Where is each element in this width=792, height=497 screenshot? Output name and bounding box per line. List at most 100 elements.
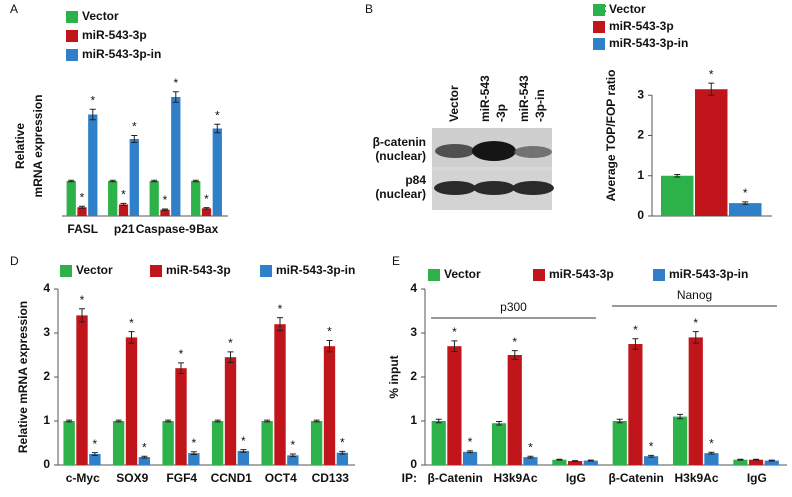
error-bar — [151, 179, 158, 183]
error-bar — [435, 418, 442, 424]
x-tick-label: c-Myc — [66, 471, 100, 485]
error-bar — [141, 455, 148, 459]
bar — [695, 89, 728, 216]
legend-label: miR-543-3p-in — [669, 267, 748, 281]
error-bar — [79, 308, 85, 323]
bar — [748, 459, 764, 465]
x-tick-label: β-Catenin — [609, 471, 664, 485]
bar — [431, 421, 446, 465]
lane-label: Vector — [447, 85, 461, 122]
legend-swatch — [593, 4, 605, 16]
bar — [523, 457, 538, 465]
error-bar — [708, 451, 715, 455]
error-bar — [115, 419, 122, 423]
bar — [108, 181, 118, 216]
lane-label: -3p-in — [533, 89, 547, 122]
y-tick-label: 0 — [43, 457, 50, 471]
bar — [162, 421, 174, 465]
significance-mark: * — [709, 436, 714, 450]
bar — [612, 421, 627, 465]
x-tick-label: FGF4 — [166, 471, 197, 485]
legend-label: miR-543-3p — [166, 263, 231, 277]
significance-mark: * — [192, 436, 197, 450]
error-bar — [496, 420, 503, 426]
error-bar — [120, 202, 127, 206]
significance-mark: * — [649, 439, 654, 453]
legend-label: miR-543-3p-in — [609, 36, 688, 50]
bar — [729, 203, 762, 216]
significance-mark: * — [241, 434, 246, 448]
lane-label: miR-543 — [478, 75, 492, 122]
row-sublabel: (nuclear) — [375, 187, 426, 201]
significance-mark: * — [80, 293, 85, 307]
bar — [764, 460, 779, 465]
band — [472, 141, 516, 161]
error-bar — [511, 350, 518, 360]
error-bar — [68, 179, 75, 183]
y-tick-label: 1 — [410, 413, 417, 427]
significance-mark: * — [90, 93, 95, 107]
significance-mark: * — [179, 347, 184, 361]
bar — [628, 344, 643, 465]
panel-label: B — [365, 2, 373, 16]
significance-mark: * — [452, 325, 457, 339]
significance-mark: * — [327, 325, 332, 339]
bar — [224, 357, 237, 465]
bar — [63, 421, 75, 465]
significance-mark: * — [215, 108, 220, 122]
bar — [274, 324, 286, 465]
error-bar — [587, 459, 594, 462]
bar — [160, 209, 170, 216]
band — [435, 144, 475, 158]
legend-swatch — [653, 269, 665, 281]
error-bar — [313, 419, 320, 423]
legend-label: Vector — [76, 263, 113, 277]
y-axis-label: mRNA expression — [31, 95, 45, 198]
error-bar — [674, 174, 681, 178]
row-label: p84 — [405, 173, 426, 187]
x-tick-label: β-Catenin — [428, 471, 483, 485]
y-tick-label: 2 — [637, 128, 644, 142]
bar — [201, 208, 212, 216]
error-bar — [616, 418, 623, 424]
bar — [191, 181, 201, 216]
error-bar — [572, 460, 579, 462]
significance-mark: * — [291, 438, 296, 452]
blot-image — [432, 128, 554, 210]
significance-mark: * — [80, 190, 85, 204]
error-bar — [467, 450, 474, 454]
bar — [552, 459, 567, 465]
error-bar — [289, 453, 296, 458]
x-tick-label: IgG — [566, 471, 586, 485]
bar — [66, 181, 76, 216]
bar — [491, 423, 507, 465]
bar — [672, 416, 688, 465]
legend-swatch — [260, 265, 272, 277]
error-bar — [527, 455, 534, 459]
bar — [336, 452, 349, 465]
error-bar — [768, 459, 775, 462]
band — [434, 181, 476, 195]
error-bar — [190, 451, 197, 455]
legend-label: miR-543-3p — [82, 28, 147, 42]
bar — [88, 114, 98, 216]
error-bar — [240, 449, 247, 453]
bar — [463, 451, 478, 465]
bar — [237, 450, 250, 465]
error-bar — [677, 413, 684, 420]
error-bar — [178, 362, 184, 374]
x-tick-label: p21 — [114, 222, 135, 236]
bar — [704, 453, 719, 465]
error-bar — [109, 179, 116, 183]
y-axis-label: % input — [387, 355, 401, 398]
band — [512, 181, 554, 195]
panel-label: E — [392, 254, 400, 268]
x-tick-label: CCND1 — [211, 471, 253, 485]
significance-mark: * — [121, 188, 126, 202]
y-axis-label: Relative — [13, 123, 27, 169]
error-bar — [737, 458, 744, 461]
x-tick-label: Bax — [196, 222, 218, 236]
y-tick-label: 4 — [43, 281, 50, 295]
panel-label: A — [10, 2, 18, 16]
error-bar — [192, 179, 199, 183]
